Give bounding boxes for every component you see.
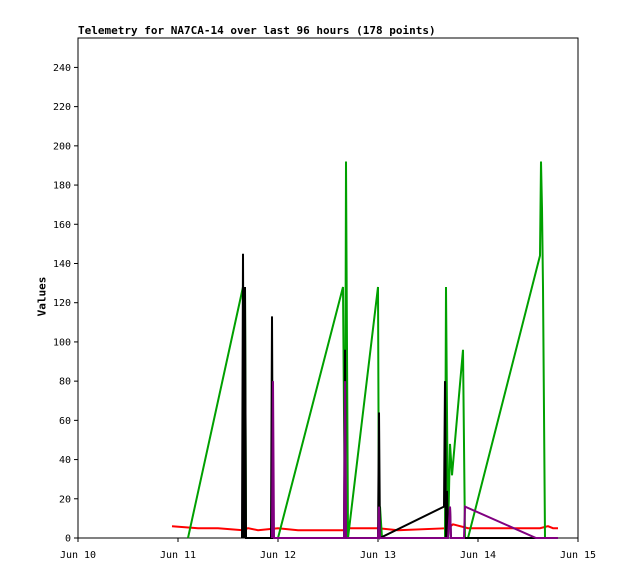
y-ticks: 0 20 40 60 80 100 120 140 160 180 200 220 240 (53, 63, 78, 545)
y-tick-label: 140 (53, 259, 71, 270)
x-tick-label: Jun 13 (360, 550, 396, 561)
y-tick-label: 20 (59, 494, 71, 505)
y-tick-label: 240 (53, 63, 71, 74)
x-tick-label: Jun 15 (560, 550, 596, 561)
y-tick-label: 200 (53, 141, 71, 152)
series-line-3 (271, 381, 558, 539)
y-tick-label: 220 (53, 102, 71, 113)
x-tick-label: Jun 11 (160, 550, 196, 561)
x-ticks: Jun 10 Jun 11 Jun 12 Jun 13 Jun 14 Jun 15 (60, 538, 596, 561)
y-tick-label: 160 (53, 220, 71, 231)
series-layer (171, 161, 558, 540)
y-tick-label: 40 (59, 455, 71, 466)
y-axis-label: Values (35, 276, 49, 317)
y-tick-label: 100 (53, 337, 71, 348)
x-tick-label: Jun 14 (460, 550, 496, 561)
y-tick-label: 60 (59, 416, 71, 427)
y-tick-label: 0 (65, 534, 71, 545)
y-tick-label: 180 (53, 181, 71, 192)
plot-frame (77, 37, 579, 539)
x-tick-label: Jun 12 (260, 550, 296, 561)
y-tick-label: 80 (59, 377, 71, 388)
series-line-0 (171, 523, 558, 532)
x-tick-label: Jun 10 (60, 550, 96, 561)
chart-title: Telemetry for NA7CA-14 over last 96 hour… (78, 24, 436, 37)
y-tick-label: 120 (53, 298, 71, 309)
